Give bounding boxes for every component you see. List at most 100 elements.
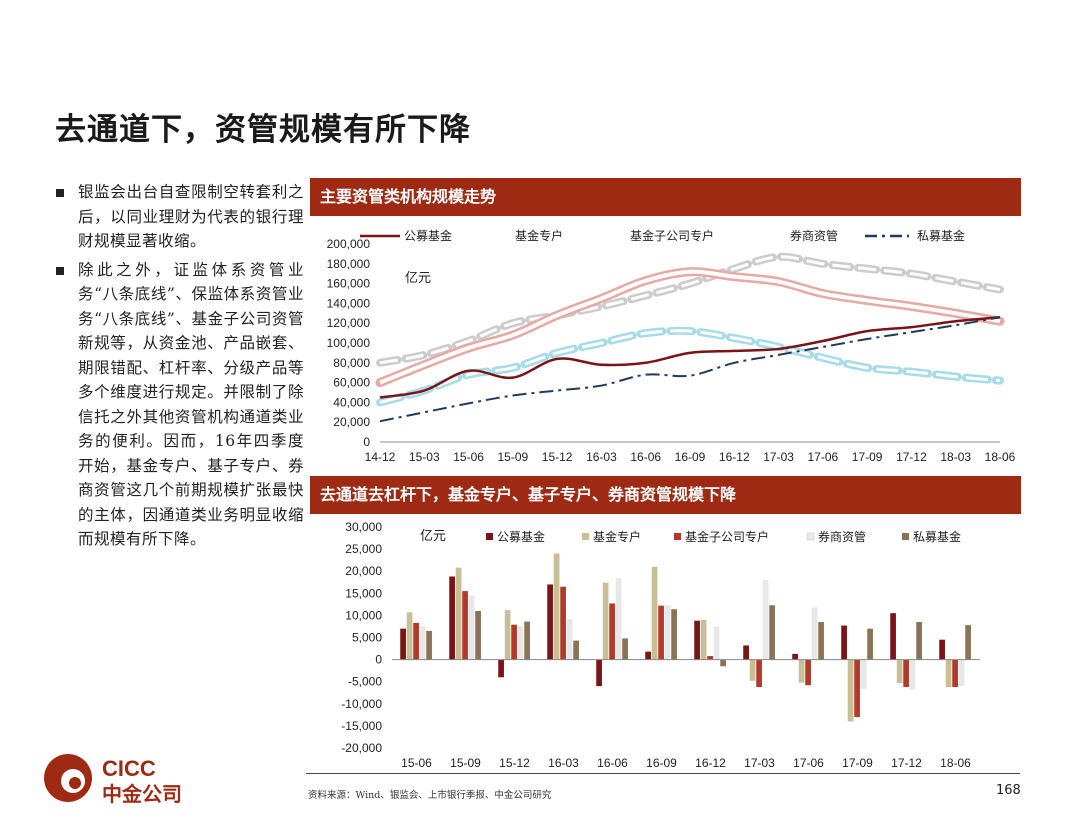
- x-tick-label: 17-09: [852, 450, 883, 464]
- bar-3: [713, 626, 720, 660]
- y-tick-label: -20,000: [341, 741, 382, 755]
- bar-2: [854, 659, 860, 718]
- y-tick-label: 200,000: [327, 237, 371, 251]
- y-tick-label: 20,000: [333, 415, 370, 429]
- x-tick-label: 16-09: [646, 756, 677, 770]
- bar-4: [426, 630, 432, 660]
- x-tick-label: 17-03: [744, 756, 775, 770]
- series-line-inner-1: [379, 269, 1001, 385]
- slide-title: 去通道下，资管规模有所下降: [55, 112, 471, 148]
- bar-2: [609, 603, 615, 660]
- legend-swatch: [902, 533, 909, 540]
- chart2-header: 去通道去杠杆下，基金专户、基子专户、券商资管规模下降: [310, 476, 1021, 514]
- x-tick-label: 15-09: [450, 756, 481, 770]
- y-tick-label: 0: [375, 653, 382, 667]
- bar-0: [694, 620, 700, 660]
- y-tick-label: 160,000: [327, 277, 371, 291]
- series-line-0: [379, 316, 1001, 399]
- bar-4: [475, 610, 481, 660]
- bar-2: [658, 605, 664, 660]
- bar-0: [400, 628, 406, 660]
- legend-label: 基金子公司专户: [685, 529, 769, 544]
- bar-4: [916, 622, 922, 660]
- bar-4: [524, 621, 530, 660]
- legend-swatch: [806, 532, 815, 541]
- bar-2: [413, 622, 419, 660]
- bar-3: [468, 595, 475, 660]
- bar-3: [909, 659, 916, 690]
- cicc-logo: CICC 中金公司: [40, 748, 200, 808]
- legend-label: 券商资管: [790, 228, 838, 243]
- x-tick-label: 16-06: [597, 756, 628, 770]
- bar-1: [504, 610, 511, 660]
- y-tick-label: 180,000: [327, 257, 371, 271]
- bar-3: [762, 580, 769, 660]
- y-tick-label: 30,000: [345, 520, 382, 534]
- x-tick-label: 15-12: [542, 450, 573, 464]
- logo-text-en: CICC: [102, 756, 156, 781]
- bar-0: [645, 651, 651, 660]
- y-tick-label: 15,000: [345, 586, 382, 600]
- bullet-square-icon: [56, 266, 64, 275]
- y-tick-label: 10,000: [345, 608, 382, 622]
- bar-1: [700, 619, 707, 660]
- bar-1: [798, 659, 805, 683]
- chart1-header: 主要资管类机构规模走势: [310, 178, 1021, 216]
- bar-2: [805, 659, 811, 686]
- x-tick-label: 16-12: [695, 756, 726, 770]
- bar-0: [792, 653, 798, 660]
- bar-3: [958, 659, 965, 687]
- footer-divider: [306, 773, 1020, 774]
- page-number: 168: [996, 783, 1021, 798]
- bullet-list: 银监会出台自查限制空转套利之后，以同业理财为代表的银行理财规模显著收缩。 除此之…: [54, 180, 304, 556]
- x-tick-label: 17-03: [763, 450, 794, 464]
- x-tick-label: 17-06: [793, 756, 824, 770]
- bar-1: [945, 659, 952, 688]
- bar-3: [419, 626, 426, 660]
- bar-4: [573, 640, 579, 660]
- bar-4: [622, 638, 628, 660]
- series-line-inner-3: [379, 255, 1001, 365]
- x-tick-label: 15-06: [453, 450, 484, 464]
- y-tick-label: 140,000: [327, 296, 371, 310]
- x-tick-label: 15-06: [401, 756, 432, 770]
- y-tick-label: 0: [363, 435, 370, 449]
- x-tick-label: 18-06: [940, 756, 971, 770]
- bar-4: [965, 625, 971, 660]
- legend-label: 基金专户: [515, 228, 563, 243]
- x-tick-label: 16-06: [630, 450, 661, 464]
- bar-0: [890, 613, 896, 660]
- source-note: 资料来源：Wind、银监会、上市银行季报、中金公司研究: [308, 790, 552, 801]
- legend-label: 公募基金: [497, 529, 545, 544]
- y-tick-label: 80,000: [333, 356, 370, 370]
- bar-0: [743, 645, 749, 660]
- bar-1: [553, 553, 560, 660]
- bullet-text: 除此之外，证监体系资管业务“八条底线”、保监体系资管业务“八条底线”、基金子公司…: [78, 260, 304, 549]
- bullet-item: 除此之外，证监体系资管业务“八条底线”、保监体系资管业务“八条底线”、基金子公司…: [54, 258, 304, 552]
- bar-2: [756, 659, 762, 688]
- legend-label: 基金专户: [593, 529, 641, 544]
- y-tick-label: 40,000: [333, 395, 370, 409]
- y-tick-label: -10,000: [341, 697, 382, 711]
- legend-label: 私募基金: [917, 228, 965, 243]
- bar-0: [547, 584, 553, 660]
- unit-label: 亿元: [405, 271, 431, 286]
- y-tick-label: -15,000: [341, 719, 382, 733]
- x-tick-label: 17-09: [842, 756, 873, 770]
- y-tick-label: 100,000: [327, 336, 371, 350]
- bar-2: [511, 624, 517, 660]
- bar-0: [498, 659, 504, 678]
- bar-2: [952, 659, 958, 688]
- y-tick-label: 120,000: [327, 316, 371, 330]
- bar-4: [720, 659, 726, 667]
- bar-1: [896, 659, 903, 684]
- y-tick-label: 25,000: [345, 542, 382, 556]
- x-tick-label: 16-03: [586, 450, 617, 464]
- x-tick-label: 14-12: [365, 450, 396, 464]
- y-tick-label: 60,000: [333, 376, 370, 390]
- bar-1: [455, 567, 462, 660]
- legend-swatch: [582, 533, 589, 540]
- bar-1: [602, 582, 609, 660]
- chart2-area: -20,000 -15,000 -10,000 -5,000 0 5,000 10,000 1…: [310, 516, 1021, 772]
- legend-swatch: [486, 533, 493, 540]
